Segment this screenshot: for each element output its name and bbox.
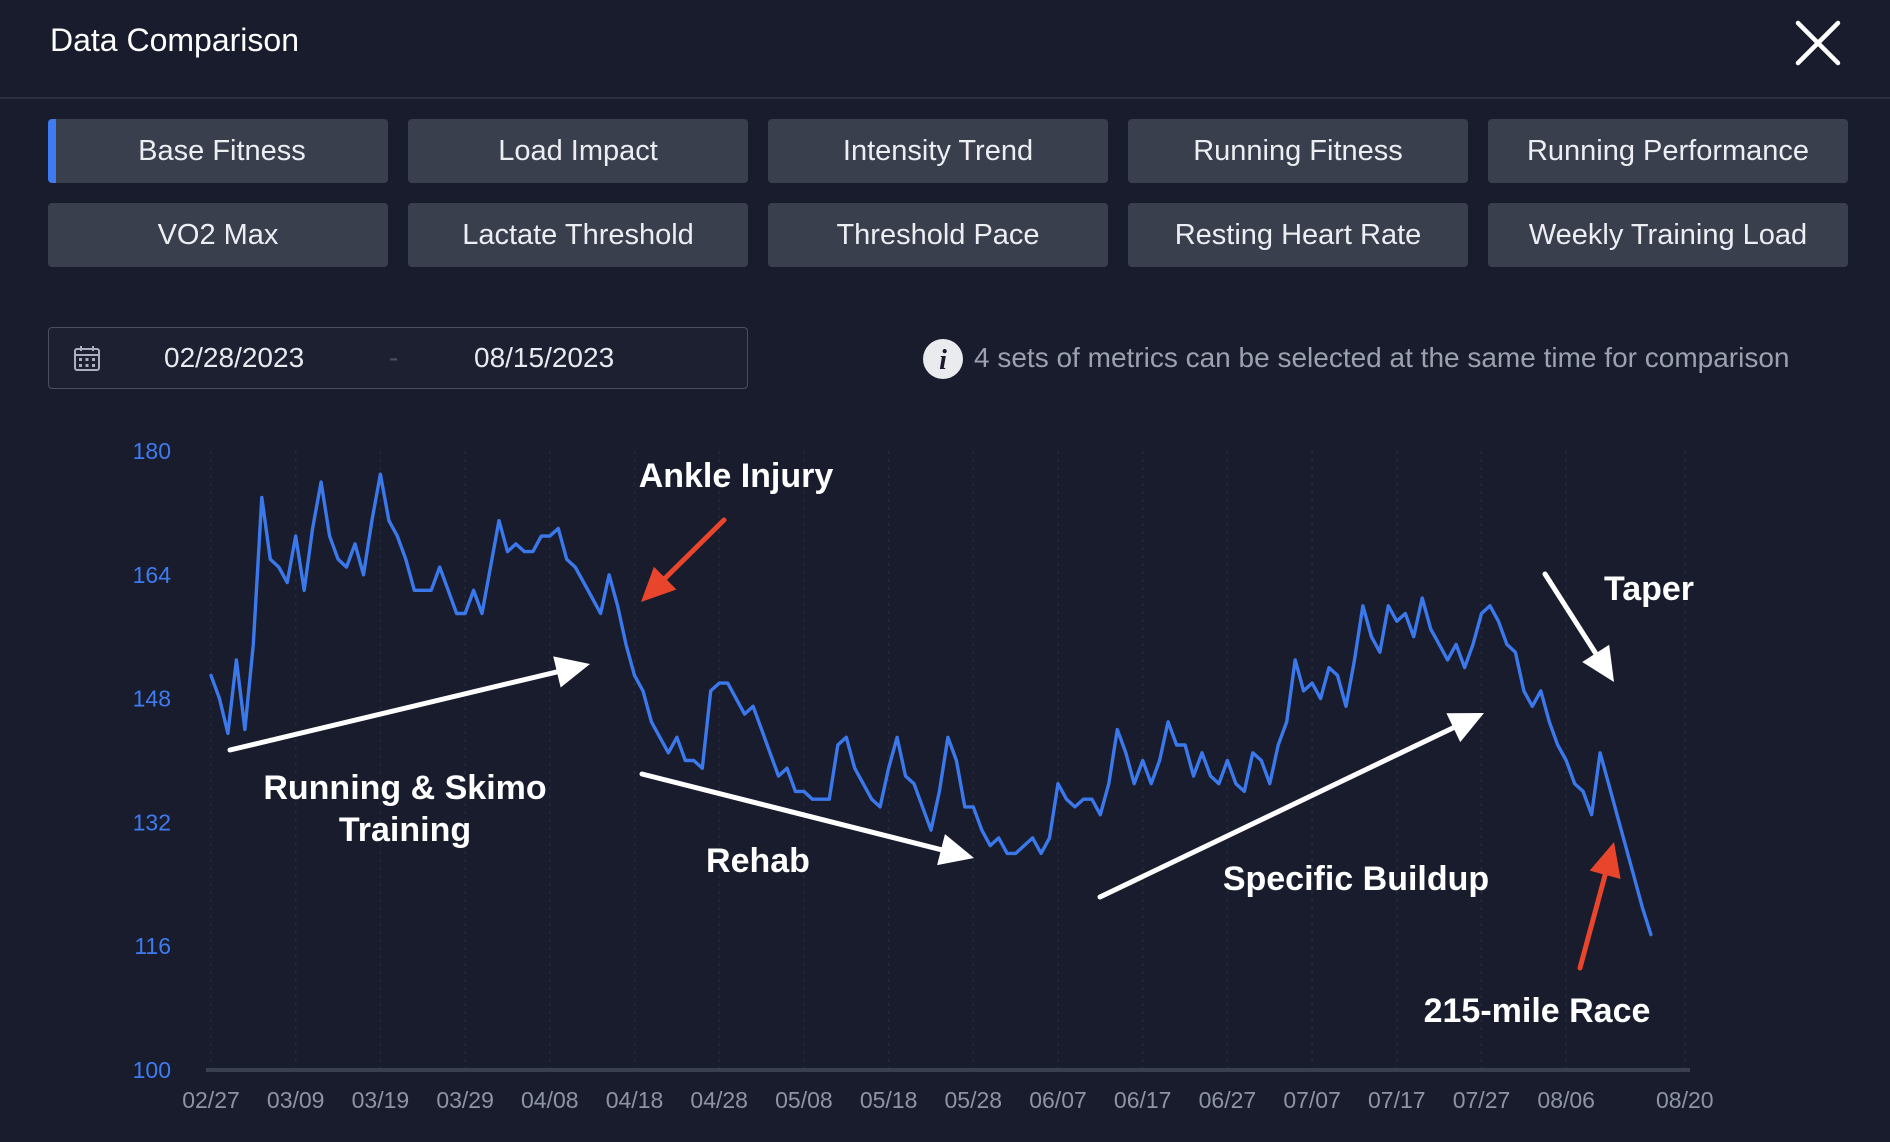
metric-button-label: Threshold Pace xyxy=(836,218,1040,251)
annotation-label: Rehab xyxy=(706,842,810,880)
date-separator: - xyxy=(389,342,399,373)
metric-button-label: Lactate Threshold xyxy=(462,218,694,251)
annotation-label: Specific Buildup xyxy=(1223,860,1489,898)
annotation-line: Specific Buildup xyxy=(1223,860,1489,898)
y-tick-label: 116 xyxy=(134,933,171,959)
x-axis-ticks: 02/27 03/09 03/19 03/29 04/08 04/18 04/28 05/08… xyxy=(182,1087,1713,1113)
annotation-arrows xyxy=(227,517,1621,971)
metric-button-label: Weekly Training Load xyxy=(1528,218,1808,251)
x-tick-label: 06/27 xyxy=(1199,1087,1257,1113)
metric-button-weekly-training-load[interactable]: Weekly Training Load xyxy=(1488,203,1848,267)
metric-button-base-fitness[interactable]: Base Fitness xyxy=(48,119,388,183)
calendar-icon xyxy=(73,344,101,372)
metric-button-running-performance[interactable]: Running Performance xyxy=(1488,119,1848,183)
chart-grid xyxy=(210,451,1686,1070)
metric-button-resting-heart-rate[interactable]: Resting Heart Rate xyxy=(1128,203,1468,267)
modal-header: Data Comparison xyxy=(0,0,1890,99)
y-axis-ticks: 100 116 132 148 164 180 xyxy=(133,438,172,1083)
annotation-line: 215-mile Race xyxy=(1424,992,1651,1030)
x-tick-label: 06/17 xyxy=(1114,1087,1172,1113)
y-tick-label: 148 xyxy=(133,686,171,712)
metric-button-label: Intensity Trend xyxy=(842,134,1034,167)
metric-button-label: Running Fitness xyxy=(1193,134,1403,167)
annotation-label: Running & Skimo Training xyxy=(263,769,546,849)
metric-button-vo2-max[interactable]: VO2 Max xyxy=(48,203,388,267)
annotation-line: Rehab xyxy=(706,842,810,880)
y-tick-label: 164 xyxy=(133,562,172,588)
y-tick-label: 100 xyxy=(133,1057,171,1083)
race-arrow xyxy=(1577,842,1621,971)
info-icon: i xyxy=(922,338,964,380)
x-tick-label: 08/20 xyxy=(1656,1087,1714,1113)
annotation-line: Ankle Injury xyxy=(639,457,834,495)
metric-button-label: Load Impact xyxy=(498,134,658,167)
y-tick-label: 132 xyxy=(133,809,171,835)
x-tick-label: 06/07 xyxy=(1029,1087,1087,1113)
x-tick-label: 03/19 xyxy=(352,1087,410,1113)
y-tick-label: 180 xyxy=(133,438,171,464)
x-tick-label: 07/27 xyxy=(1453,1087,1511,1113)
metric-button-threshold-pace[interactable]: Threshold Pace xyxy=(768,203,1108,267)
modal-title: Data Comparison xyxy=(50,22,299,58)
annotation-label: Ankle Injury xyxy=(639,457,834,495)
info-text: 4 sets of metrics can be selected at the… xyxy=(974,342,1790,373)
annotation-line: Running & Skimo xyxy=(263,769,546,807)
annotation-line: Training xyxy=(339,811,471,849)
close-icon[interactable] xyxy=(1791,16,1845,70)
x-tick-label: 02/27 xyxy=(182,1087,240,1113)
metric-button-running-fitness[interactable]: Running Fitness xyxy=(1128,119,1468,183)
x-tick-label: 05/18 xyxy=(860,1087,918,1113)
x-tick-label: 03/09 xyxy=(267,1087,325,1113)
metric-button-label: Base Fitness xyxy=(138,134,306,167)
x-tick-label: 07/07 xyxy=(1283,1087,1341,1113)
annotation-line: Taper xyxy=(1604,570,1694,608)
taper-arrow xyxy=(1542,571,1614,682)
x-tick-label: 04/28 xyxy=(690,1087,748,1113)
rehab-arrow xyxy=(639,771,974,866)
x-tick-label: 04/18 xyxy=(606,1087,664,1113)
annotation-label: Taper xyxy=(1604,570,1694,608)
injury-arrow xyxy=(641,517,727,602)
metric-button-load-impact[interactable]: Load Impact xyxy=(408,119,748,183)
x-tick-label: 05/28 xyxy=(945,1087,1003,1113)
metric-button-intensity-trend[interactable]: Intensity Trend xyxy=(768,119,1108,183)
annotation-labels: Ankle Injury Running & Skimo Training Rehab… xyxy=(263,457,1694,1030)
x-tick-label: 07/17 xyxy=(1368,1087,1426,1113)
x-tick-label: 05/08 xyxy=(775,1087,833,1113)
metric-button-lactate-threshold[interactable]: Lactate Threshold xyxy=(408,203,748,267)
buildup-arrow xyxy=(1097,713,1484,900)
annotation-label: 215-mile Race xyxy=(1424,992,1651,1030)
metric-button-label: Running Performance xyxy=(1526,134,1810,167)
end-date-input[interactable]: 08/15/2023 xyxy=(474,342,615,373)
metric-button-label: Resting Heart Rate xyxy=(1174,218,1422,251)
x-tick-label: 04/08 xyxy=(521,1087,579,1113)
x-tick-label: 08/06 xyxy=(1537,1087,1595,1113)
svg-text:i: i xyxy=(939,345,947,376)
start-date-input[interactable]: 02/28/2023 xyxy=(164,342,305,373)
x-tick-label: 03/29 xyxy=(436,1087,494,1113)
training-arrow xyxy=(227,656,590,753)
date-range-picker[interactable]: 02/28/2023 - 08/15/2023 xyxy=(48,327,748,389)
metric-button-label: VO2 Max xyxy=(157,218,279,251)
series-line xyxy=(209,472,1653,937)
